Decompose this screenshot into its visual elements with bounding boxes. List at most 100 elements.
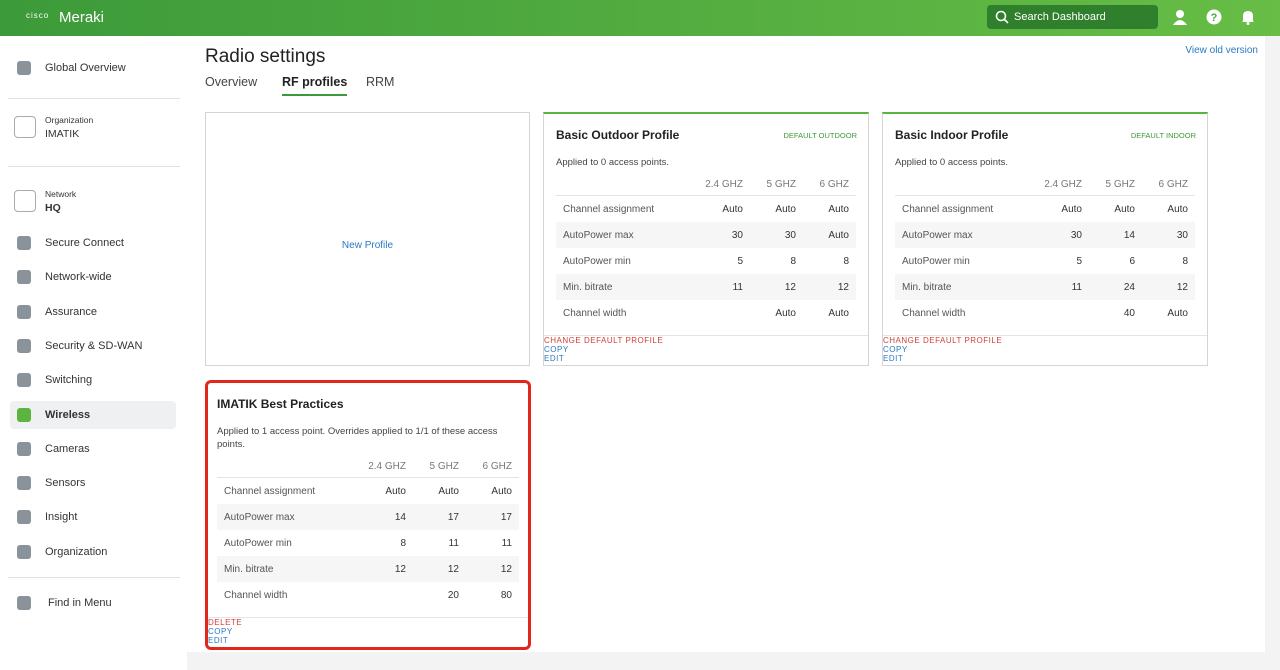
search-box[interactable]: Search Dashboard [987,5,1158,29]
row-label: Min. bitrate [902,281,952,293]
cell: Auto [722,203,743,215]
cell: Auto [1167,203,1188,215]
cell: Auto [775,307,796,319]
profile-name: IMATIK Best Practices [217,397,344,411]
profile-badge: DEFAULT INDOOR [1130,131,1196,140]
cell: 11 [501,537,512,549]
nav-item[interactable]: Wireless [10,400,176,429]
row-label: Channel width [224,589,288,601]
nav-item[interactable]: Security & SD-WAN [10,332,176,360]
separator [8,98,180,99]
profile-badge: DEFAULT OUTDOOR [783,131,857,140]
cell: 17 [447,511,459,523]
row-label: AutoPower min [563,255,631,267]
column-header: 5 GHZ [1105,179,1135,190]
row-label: Channel width [902,307,966,319]
view-old-link[interactable]: View old version [1185,45,1258,56]
column-header: 2.4 GHZ [1044,179,1082,190]
nav-item[interactable]: Secure Connect [10,229,176,257]
cell: 5 [737,255,743,267]
nav-item[interactable]: Insight [10,503,176,531]
column-header: 6 GHZ [1158,179,1188,190]
row-label: Min. bitrate [563,281,613,293]
new-profile-link[interactable]: New Profile [341,239,394,251]
cell: Auto [828,203,849,215]
user-icon[interactable] [1172,9,1188,25]
separator [8,166,180,167]
action-button[interactable]: COPY [883,345,908,354]
action-button[interactable]: CHANGE DEFAULT PROFILE [883,336,1003,345]
action-button[interactable]: CHANGE DEFAULT PROFILE [544,336,664,345]
cell: 24 [1123,281,1135,293]
action-button[interactable]: COPY [544,345,569,354]
cell: Auto [385,485,406,497]
cell: 5 [1076,255,1082,267]
search-icon [995,10,1009,24]
cell: 11 [1071,281,1082,293]
page-title: Radio settings [205,46,326,67]
card-actions: DELETE COPY EDIT [208,617,528,647]
find-menu[interactable]: Find in Menu [10,589,176,617]
table-row: AutoPower max 30 14 30 [895,222,1195,248]
cell: 30 [731,229,743,241]
nav-item[interactable]: Switching [10,366,176,394]
column-header: 2.4 GHZ [368,461,406,472]
column-header: 5 GHZ [429,461,459,472]
card-actions: CHANGE DEFAULT PROFILE COPY EDIT [883,335,1207,365]
org-name[interactable]: IMATIK [45,128,80,140]
action-button[interactable]: EDIT [883,354,904,363]
cell: Auto [1061,203,1082,215]
action-button[interactable]: COPY [208,627,233,636]
table-row: AutoPower min 5 8 8 [556,248,856,274]
nav-icon [17,338,31,353]
table-header: 2.4 GHZ 5 GHZ 6 GHZ [895,174,1195,196]
network-name[interactable]: HQ [45,202,61,214]
row-label: AutoPower min [902,255,970,267]
nav-icon [17,544,31,559]
nav-item[interactable]: Sensors [10,469,176,497]
cell: 12 [500,563,512,575]
cell: 11 [732,281,743,293]
cell: 6 [1129,255,1135,267]
nav-item[interactable]: Network-wide [10,263,176,291]
nav-item[interactable]: Organization [10,538,176,566]
nav-icon [17,510,31,525]
table-row: Channel width 20 80 [217,582,519,608]
bell-icon[interactable] [1240,9,1256,25]
nav-icon [17,441,31,456]
cell: 30 [1070,229,1082,241]
cell: 12 [394,563,406,575]
new-profile-card: New Profile [205,112,530,366]
row-label: AutoPower min [224,537,292,549]
help-icon[interactable]: ? [1206,9,1222,25]
cell: Auto [491,485,512,497]
tab[interactable]: RRM [366,75,395,89]
nav-icon [17,61,31,75]
cell: 14 [394,511,406,523]
action-button[interactable]: EDIT [544,354,565,363]
table-row: Channel width 40 Auto [895,300,1195,326]
cell: Auto [1167,307,1188,319]
nav-item[interactable]: Assurance [10,298,176,326]
nav-item[interactable]: Cameras [10,435,176,463]
nav-item[interactable]: Global Overview [10,54,176,82]
applied-text: Applied to 0 access points. [895,157,1009,168]
action-button[interactable]: EDIT [208,636,229,645]
top-bar: cisco Meraki Search Dashboard ? [0,0,1280,36]
table-row: Channel assignment Auto Auto Auto [217,478,519,504]
table-row: Channel assignment Auto Auto Auto [895,196,1195,222]
cell: 12 [447,563,459,575]
cell: 11 [448,537,459,549]
action-button[interactable]: DELETE [208,618,243,627]
table-row: AutoPower min 5 6 8 [895,248,1195,274]
tab[interactable]: RF profiles [282,75,348,96]
tab[interactable]: Overview [205,75,258,89]
column-header: 6 GHZ [482,461,512,472]
cell: 8 [1182,255,1188,267]
nav-icon [17,373,31,388]
nav-icon [17,407,31,422]
nav-icon [17,236,31,250]
table-row: Channel assignment Auto Auto Auto [556,196,856,222]
cell: Auto [775,203,796,215]
